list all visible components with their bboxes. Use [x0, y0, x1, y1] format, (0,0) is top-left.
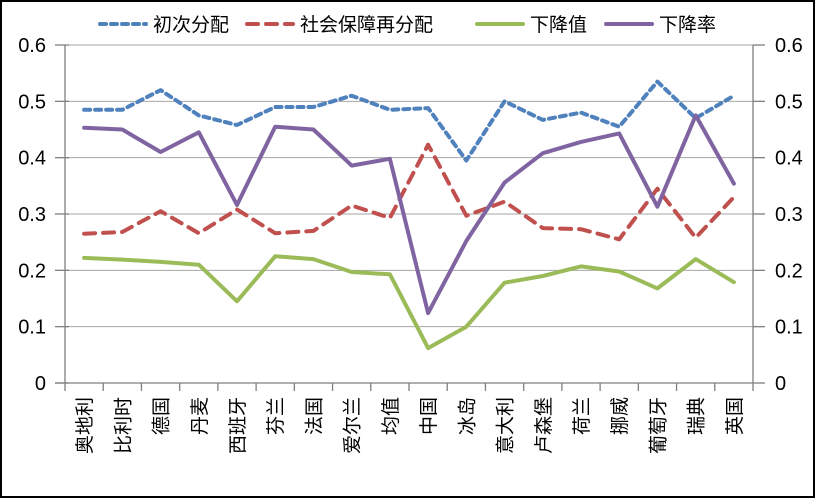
x-category-label: 卢森堡 — [533, 397, 555, 454]
legend-label-decline-rate: 下降率 — [659, 14, 716, 36]
y-tick-label-right: 0.2 — [775, 260, 803, 282]
axes — [55, 44, 765, 391]
x-category-label: 丹麦 — [189, 397, 211, 435]
y-tick-label-left: 0.1 — [18, 317, 46, 339]
legend-label-social-security-redistribution: 社会保障再分配 — [300, 14, 433, 36]
legend-label-primary-distribution: 初次分配 — [153, 14, 229, 36]
legend-item-decline-value: 下降值 — [475, 14, 587, 36]
x-category-label: 葡萄牙 — [647, 397, 669, 454]
y-tick-label-left: 0 — [35, 373, 46, 395]
y-tick-label-right: 0.1 — [775, 317, 803, 339]
x-category-label: 比利时 — [112, 397, 134, 454]
y-tick-labels: 0 0 0.1 0.1 0.2 0.2 0.3 0.3 0.4 0.4 0.5 0.5 0.6 0.6 — [18, 35, 803, 395]
y-tick-label-right: 0 — [775, 373, 786, 395]
legend-item-primary-distribution: 初次分配 — [98, 14, 229, 36]
x-category-label: 冰岛 — [456, 397, 478, 435]
y-tick-label-right: 0.6 — [775, 35, 803, 57]
x-category-label: 西班牙 — [227, 397, 249, 454]
legend: 初次分配 社会保障再分配 下降值 下降率 — [98, 14, 716, 36]
x-category-label: 德国 — [151, 397, 173, 435]
x-category-labels: 奥地利 比利时 德国 丹麦 西班牙 芬兰 法国 爱尔兰 均值 中国 冰岛 意大利 卢森堡 荷兰 挪威 葡萄牙瑞… — [74, 397, 746, 454]
y-tick-label-right: 0.4 — [775, 148, 803, 170]
x-category-label: 意大利 — [495, 397, 517, 454]
y-tick-label-right: 0.3 — [775, 204, 803, 226]
y-tick-label-left: 0.3 — [18, 204, 46, 226]
y-tick-label-left: 0.2 — [18, 260, 46, 282]
legend-item-social-security-redistribution: 社会保障再分配 — [245, 14, 433, 36]
x-category-label: 奥地利 — [74, 397, 96, 454]
x-category-label: 英国 — [724, 397, 746, 435]
y-tick-label-left: 0.6 — [18, 35, 46, 57]
x-category-label: 挪威 — [609, 397, 631, 435]
legend-label-decline-value: 下降值 — [530, 14, 587, 36]
y-tick-label-left: 0.5 — [18, 91, 46, 113]
series-line-decline-value — [82, 254, 736, 351]
legend-item-decline-rate: 下降率 — [604, 14, 716, 36]
series-line-decline-rate — [82, 113, 736, 316]
y-tick-label-right: 0.5 — [775, 91, 803, 113]
series-line-primary-distribution — [82, 79, 736, 163]
y-tick-label-left: 0.4 — [18, 148, 46, 170]
x-category-label: 法国 — [303, 397, 325, 435]
x-category-label: 芬兰 — [265, 397, 287, 435]
x-category-label: 爱尔兰 — [342, 397, 364, 454]
x-category-label: 均值 — [380, 397, 402, 435]
x-category-label: 荷兰 — [571, 397, 593, 435]
x-category-label: 瑞典 — [686, 397, 708, 435]
series-line-social-security-redistribution — [82, 142, 736, 242]
x-category-label: 中国 — [418, 397, 440, 435]
